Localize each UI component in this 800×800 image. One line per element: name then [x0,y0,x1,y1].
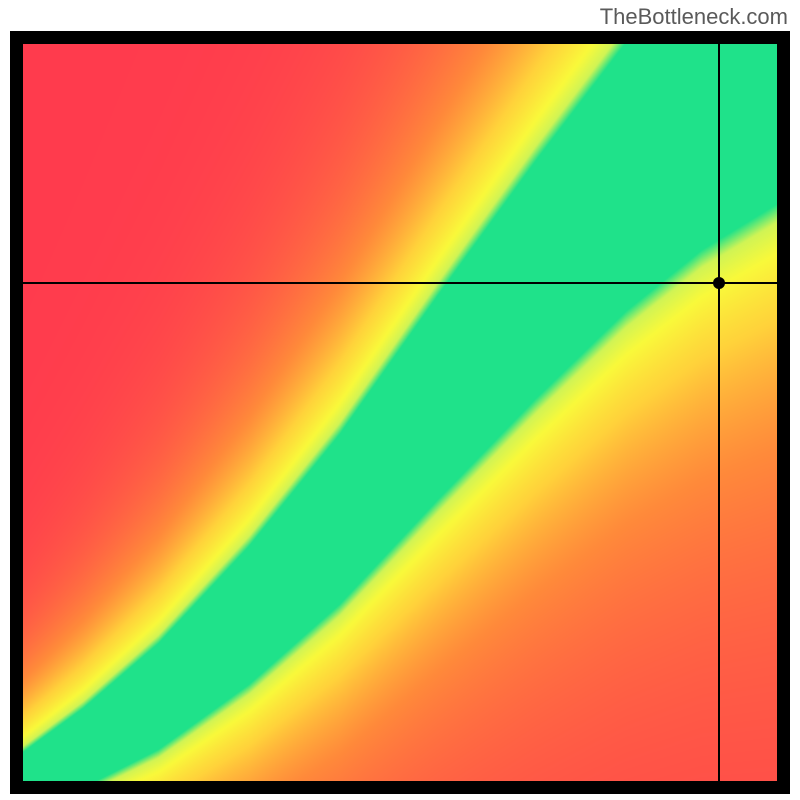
chart-container: TheBottleneck.com [0,0,800,800]
heatmap-canvas [23,44,777,781]
crosshair-vertical [718,44,720,781]
plot-frame [10,31,790,794]
attribution-text: TheBottleneck.com [600,4,788,30]
crosshair-marker [713,277,725,289]
crosshair-horizontal [23,282,777,284]
plot-area [23,44,777,781]
